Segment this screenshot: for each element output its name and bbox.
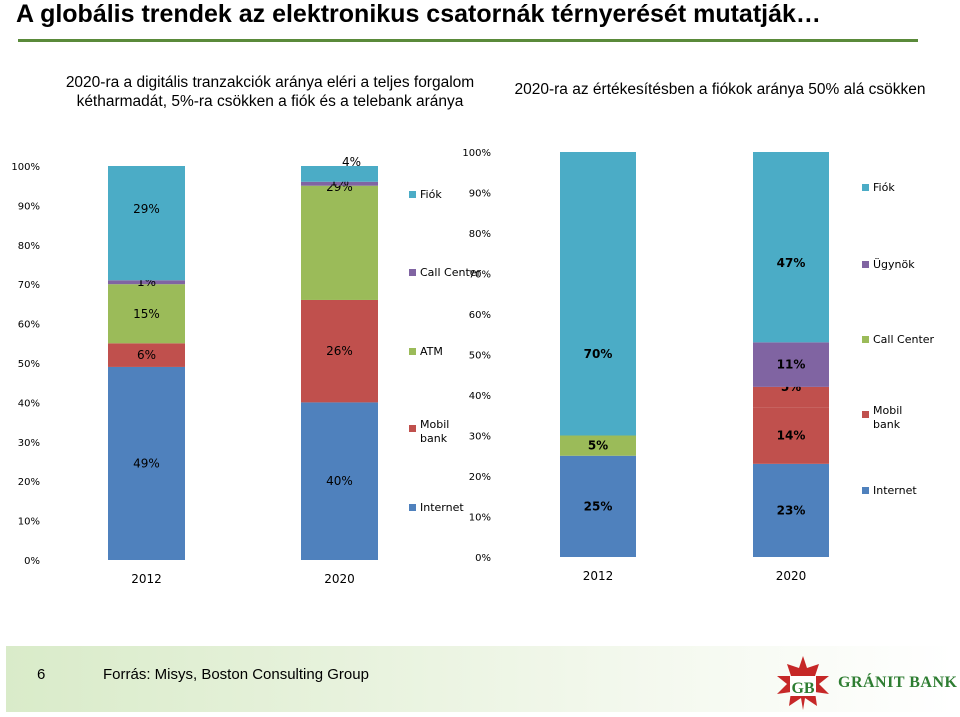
y-tick-label: 100% [11,162,40,173]
y-tick-label: 60% [18,320,40,331]
legend-swatch [409,425,416,432]
legend-swatch [409,269,416,276]
legend-swatch [862,487,869,494]
y-tick-label: 10% [469,513,491,524]
legend-label: Fiók [873,181,895,194]
bar-segment [301,402,378,560]
data-label: 23% [777,503,806,517]
bar-segment [301,181,378,186]
legend-label: Internet [873,484,917,497]
bar-segment [301,299,378,403]
legend-label: bank [873,418,901,431]
data-label: 11% [777,358,806,372]
y-tick-label: 10% [18,517,40,528]
svg-text:GB: GB [791,680,814,697]
category-label: 2020 [776,569,807,583]
y-tick-label: 100% [462,148,491,159]
source-text: Forrás: Misys, Boston Consulting Group [103,666,369,683]
legend-swatch [409,191,416,198]
data-label: 70% [584,347,613,361]
y-tick-label: 30% [469,432,491,443]
y-tick-label: 90% [18,201,40,212]
legend-label: Mobil [873,404,902,417]
bar-segment [108,284,185,344]
y-tick-label: 90% [469,189,491,200]
legend-swatch [862,184,869,191]
page-number: 6 [37,666,46,683]
bar-segment [753,342,829,387]
y-tick-label: 20% [469,472,491,483]
y-tick-label: 30% [18,438,40,449]
bar-segment [108,166,185,281]
y-tick-label: 80% [18,241,40,252]
category-label: 2012 [131,572,162,586]
y-tick-label: 70% [18,280,40,291]
y-tick-label: 0% [24,556,40,567]
y-tick-label: 0% [475,553,491,564]
legend-swatch [862,336,869,343]
bar-segment [108,366,185,560]
y-tick-label: 50% [18,359,40,370]
legend-label: Internet [420,501,464,514]
legend-swatch [409,504,416,511]
y-tick-label: 40% [18,398,40,409]
bar-segment [560,455,636,557]
bar-segment [301,166,378,182]
subtitle-left: 2020-ra a digitális tranzakciók aránya e… [65,74,475,110]
data-label: 14% [777,429,806,443]
legend-swatch [862,411,869,418]
data-label: 5% [588,439,608,453]
legend-label: ATM [420,345,443,358]
bar-segment [753,407,829,464]
category-label: 2020 [324,572,355,586]
bar-segment [108,343,185,367]
charts-svg: 0% 10% 20% 30% 40% 50% 60% 70% 80% 90% 100% 49% 6% 15… [11,148,935,586]
legend-label: Call Center [873,333,935,346]
bar-segment [753,386,829,408]
y-tick-label: 80% [469,229,491,240]
data-label: 26% [326,344,353,358]
legend-label: Fiók [420,188,442,201]
legend-swatch [409,348,416,355]
data-label: 40% [326,474,353,488]
legend-label: bank [420,432,448,445]
bar-segment [560,435,636,456]
data-label: 47% [777,256,806,270]
legend-label: Ügynök [873,258,915,271]
data-label: 49% [133,456,160,470]
logo-text: GRÁNIT BANK [838,674,958,691]
legend-label: Call Center [420,266,482,279]
y-tick-label: 20% [18,477,40,488]
data-label: 25% [584,499,613,513]
y-tick-label: 60% [469,310,491,321]
title-underline [18,39,918,42]
bar-segment [753,152,829,343]
bar-segment [301,185,378,300]
legend-label: Mobil [420,418,449,431]
subtitle-right: 2020-ra az értékesítésben a fiókok arány… [514,81,926,98]
bar-segment [108,280,185,285]
data-label: 4% [342,155,361,169]
granit-bank-logo-icon: GB [777,656,829,710]
bar-segment [753,463,829,557]
bar-segment [560,152,636,436]
category-label: 2012 [583,569,614,583]
data-label: 15% [133,307,160,321]
data-label: 6% [137,348,156,362]
data-label: 29% [133,202,160,216]
y-tick-label: 70% [469,270,491,281]
page-title: A globális trendek az elektronikus csato… [16,0,821,28]
legend-swatch [862,261,869,268]
y-tick-label: 40% [469,391,491,402]
y-tick-label: 50% [469,351,491,362]
